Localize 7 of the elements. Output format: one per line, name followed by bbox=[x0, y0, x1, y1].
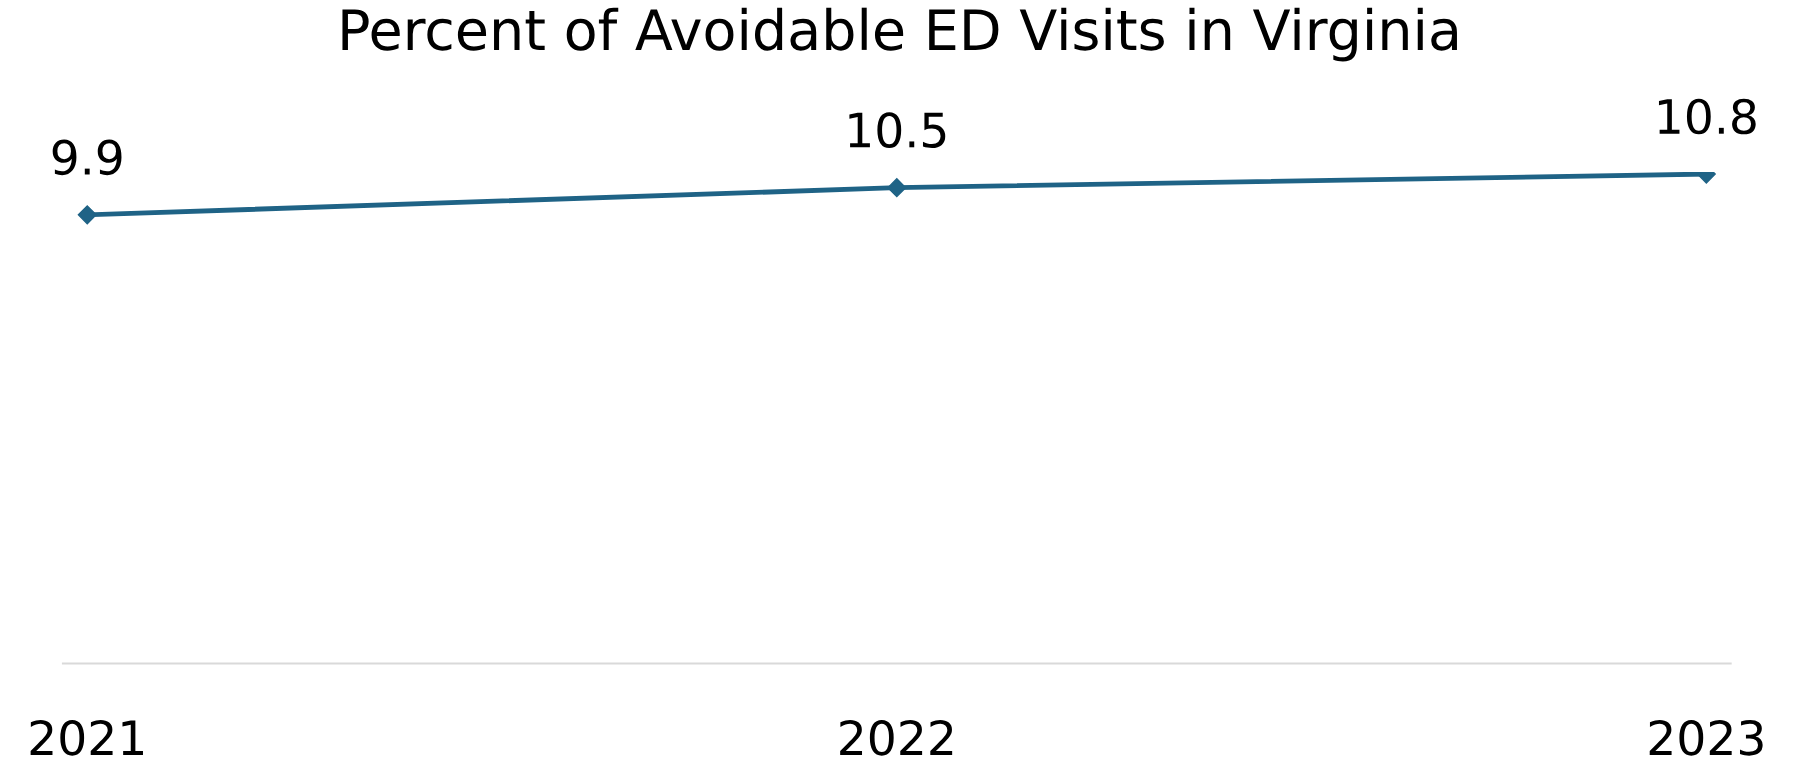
x-tick-label: 2023 bbox=[1649, 719, 1763, 756]
data-label: 10.5 bbox=[849, 112, 946, 148]
chart-title: Percent of Avoidable ED Visits in Virginia bbox=[342, 7, 1457, 62]
x-tick-label: 2021 bbox=[30, 719, 143, 756]
data-label: 10.8 bbox=[1658, 98, 1756, 135]
data-label: 9.9 bbox=[52, 139, 122, 176]
x-tick-label: 2022 bbox=[840, 719, 953, 756]
